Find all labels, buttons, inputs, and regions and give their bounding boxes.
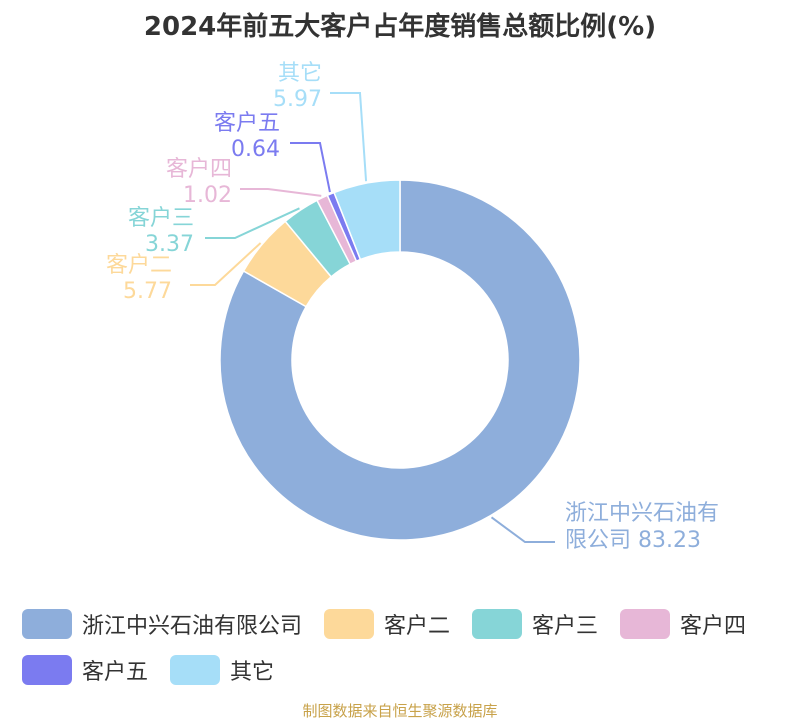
data-label-5-line-1: 5.97 bbox=[273, 87, 322, 112]
legend-swatch-5 bbox=[170, 655, 221, 685]
data-label-1-line-0: 客户二 bbox=[106, 253, 172, 278]
legend-label-4: 客户五 bbox=[82, 660, 149, 685]
callout-line-2 bbox=[205, 207, 300, 239]
callout-line-0 bbox=[490, 516, 555, 543]
data-label-3-line-0: 客户四 bbox=[166, 157, 232, 182]
data-label-4-line-0: 客户五 bbox=[214, 111, 280, 136]
legend-label-0: 浙江中兴石油有限公司 bbox=[82, 614, 303, 639]
chart-legend: 浙江中兴石油有限公司 客户二 客户三 客户四客户五 其它 bbox=[22, 608, 792, 686]
data-label-0-line-0: 浙江中兴石油有 bbox=[565, 501, 719, 526]
data-label-1-line-1: 5.77 bbox=[123, 279, 172, 304]
callout-line-4 bbox=[290, 142, 331, 193]
pie-slice-5[interactable] bbox=[333, 179, 401, 261]
data-label-4-line-1: 0.64 bbox=[231, 137, 280, 162]
data-label-2-line-1: 3.37 bbox=[145, 232, 194, 257]
legend-swatch-0 bbox=[22, 609, 72, 639]
data-label-2-line-0: 客户三 bbox=[128, 206, 194, 231]
source-note: 制图数据来自恒生聚源数据库 bbox=[302, 702, 498, 720]
legend-item-4[interactable]: 客户五 bbox=[22, 654, 148, 686]
legend-item-5[interactable]: 其它 bbox=[170, 654, 274, 686]
legend-swatch-4 bbox=[22, 655, 72, 685]
data-label-0-line-1: 限公司 83.23 bbox=[565, 528, 701, 553]
legend-swatch-2 bbox=[472, 609, 523, 639]
data-label-3-line-1: 1.02 bbox=[183, 183, 232, 208]
legend-swatch-3 bbox=[620, 609, 671, 639]
legend-item-3[interactable]: 客户四 bbox=[620, 608, 746, 640]
callout-line-3 bbox=[240, 188, 322, 197]
data-label-5-line-0: 其它 bbox=[278, 61, 322, 86]
chart-title: 2024年前五大客户占年度销售总额比例(%) bbox=[143, 12, 657, 42]
pie-slice-0[interactable] bbox=[219, 179, 581, 541]
legend-swatch-1 bbox=[324, 609, 375, 639]
legend-label-5: 其它 bbox=[230, 660, 275, 685]
legend-item-0[interactable]: 浙江中兴石油有限公司 bbox=[22, 608, 302, 640]
legend-item-1[interactable]: 客户二 bbox=[324, 608, 450, 640]
callout-line-5 bbox=[330, 92, 368, 182]
callout-line-1 bbox=[190, 242, 262, 286]
legend-label-2: 客户三 bbox=[532, 614, 599, 639]
legend-label-1: 客户二 bbox=[384, 614, 451, 639]
legend-label-3: 客户四 bbox=[680, 614, 747, 639]
legend-item-2[interactable]: 客户三 bbox=[472, 608, 598, 640]
